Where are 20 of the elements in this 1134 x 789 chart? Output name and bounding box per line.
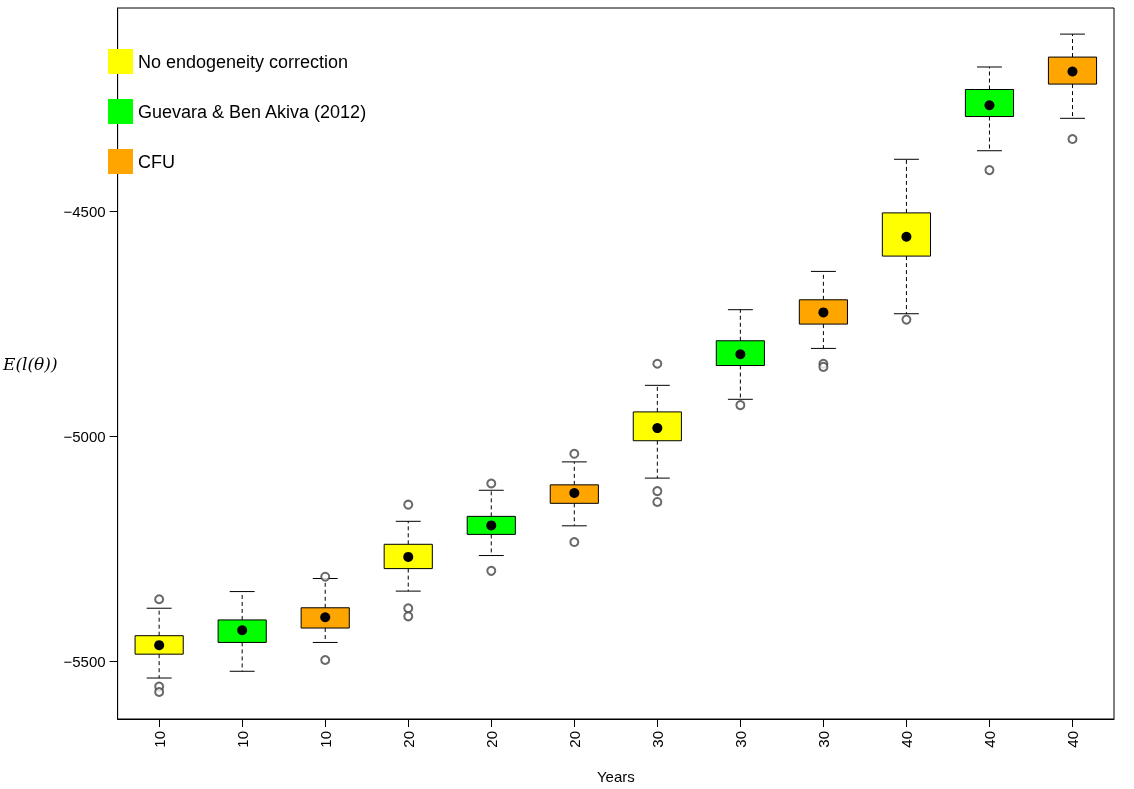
- y-tick-label: −5500: [63, 652, 106, 670]
- x-tick-label: 30: [648, 731, 666, 748]
- y-tick-label: −5000: [63, 427, 106, 445]
- x-tick-label: 20: [399, 731, 417, 748]
- x-tick-label: 20: [482, 731, 500, 748]
- x-tick-label: 30: [814, 731, 832, 748]
- x-tick-label: 20: [565, 731, 583, 748]
- x-tick-label: 40: [1063, 731, 1081, 748]
- legend-label: CFU: [138, 151, 175, 172]
- x-tick-label: 30: [731, 731, 749, 748]
- x-tick-label: 40: [897, 731, 915, 748]
- x-tick-label: 10: [150, 731, 168, 748]
- legend-label: Guevara & Ben Akiva (2012): [138, 101, 367, 122]
- legend-label: No endogeneity correction: [138, 51, 349, 72]
- x-tick-label: 40: [980, 731, 998, 748]
- x-axis-title: Years: [596, 768, 635, 785]
- x-tick-label: 10: [233, 731, 251, 748]
- y-tick-label: −4500: [63, 202, 106, 220]
- x-tick-label: 10: [316, 731, 334, 748]
- y-axis-title: E(l(θ)): [1, 353, 58, 374]
